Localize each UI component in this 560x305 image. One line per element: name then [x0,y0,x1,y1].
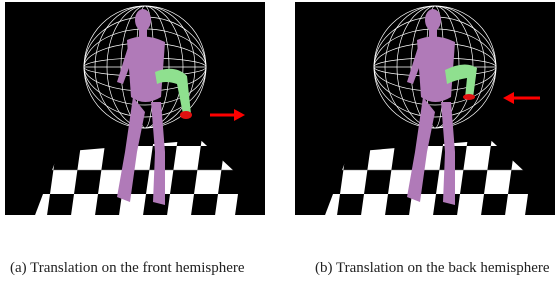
caption: (a) Translation on the front hemisphere [10,257,250,279]
panel-front [5,2,265,215]
panel-back [295,2,555,215]
caption: (b) Translation on the back hemisphere [315,257,555,279]
figure: (a) Translation on the front hemisphere … [0,0,560,305]
figure-images [0,0,560,225]
